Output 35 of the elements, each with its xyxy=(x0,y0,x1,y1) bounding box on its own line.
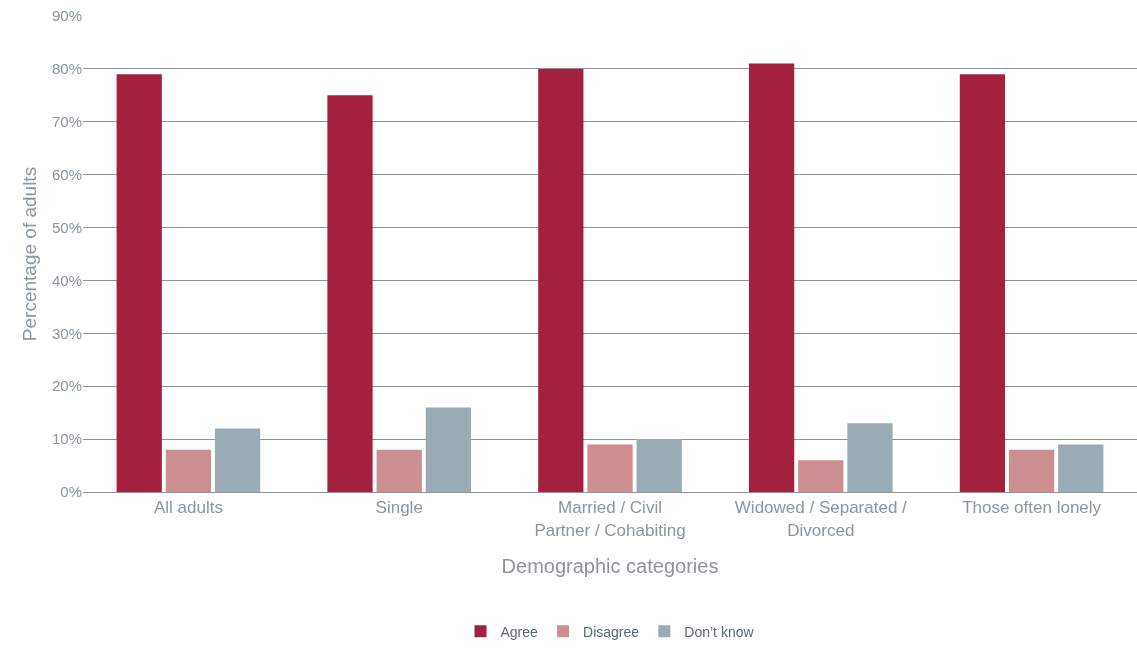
bar xyxy=(587,444,633,492)
y-tick-label: 30% xyxy=(51,324,82,342)
x-tick-label: Those often lonely xyxy=(962,498,1102,518)
bar xyxy=(538,68,584,492)
bar xyxy=(214,428,261,492)
x-tick-label: Single xyxy=(375,498,423,518)
y-tick-label: 20% xyxy=(51,377,82,395)
y-tick-label: 10% xyxy=(51,430,82,448)
bar xyxy=(376,449,422,492)
x-tick-label: All adults xyxy=(153,498,223,518)
legend-label: Don’t know xyxy=(684,623,755,640)
y-tick-label: 40% xyxy=(51,271,82,289)
legend-label: Agree xyxy=(500,623,539,640)
y-tick-label: 50% xyxy=(51,218,82,236)
bar xyxy=(165,449,212,492)
bar xyxy=(1058,444,1104,492)
y-tick-label: 60% xyxy=(51,165,82,183)
x-axis-title: Demographic categories xyxy=(501,555,719,577)
bar xyxy=(327,95,373,492)
x-tick-label: Married / Civil Partner / Cohabiting xyxy=(534,498,686,540)
y-tick-label: 90% xyxy=(51,7,82,25)
y-tick-label: 0% xyxy=(60,483,82,501)
bar xyxy=(425,407,472,492)
bar xyxy=(1008,449,1055,492)
bar xyxy=(748,63,795,492)
bar xyxy=(636,439,682,492)
bar xyxy=(798,460,844,492)
y-tick-label: 80% xyxy=(51,60,82,78)
bar xyxy=(847,423,893,492)
legend-label: Disagree xyxy=(583,623,640,640)
bar xyxy=(959,74,1006,492)
y-axis-title: Percentage of adults xyxy=(18,166,40,342)
x-tick-label: Widowed / Separated / Divorced xyxy=(734,498,908,540)
bar xyxy=(116,74,162,492)
y-tick-label: 70% xyxy=(51,113,82,131)
